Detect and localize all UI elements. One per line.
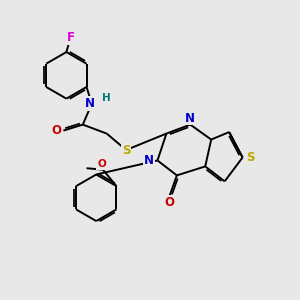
Text: O: O <box>97 159 106 169</box>
Text: S: S <box>122 143 130 157</box>
Text: N: N <box>185 112 195 124</box>
Text: F: F <box>67 31 75 44</box>
Text: H: H <box>102 93 111 103</box>
Text: O: O <box>164 196 174 209</box>
Text: N: N <box>144 154 154 167</box>
Text: N: N <box>85 97 95 110</box>
Text: O: O <box>52 124 62 137</box>
Text: S: S <box>246 151 254 164</box>
